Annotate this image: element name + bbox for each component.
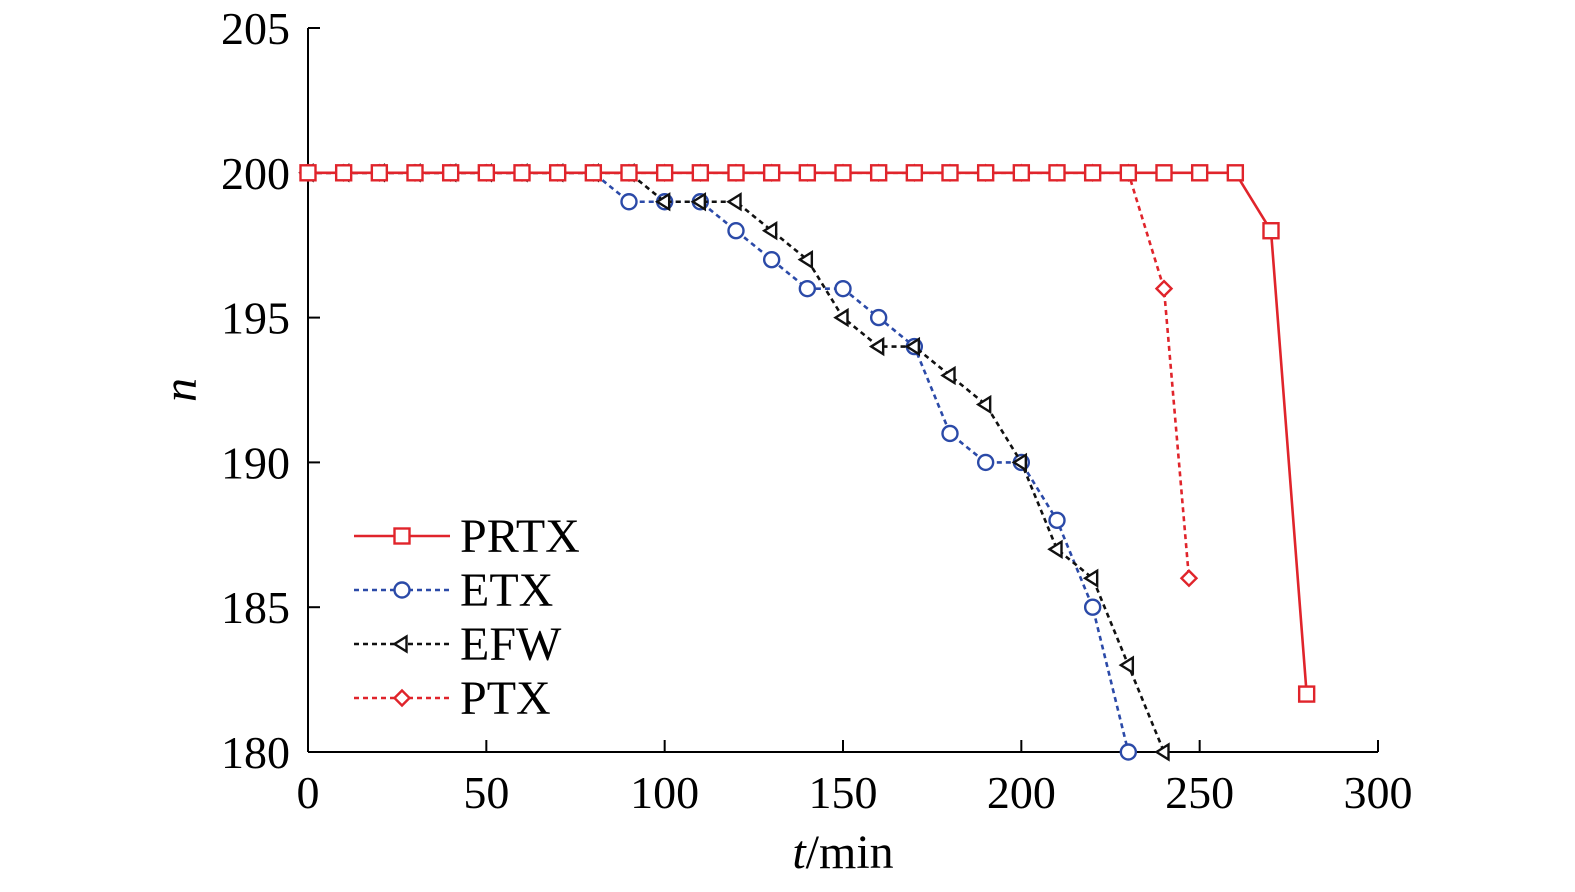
series-layer — [298, 163, 1316, 762]
x-tick-label: 200 — [987, 767, 1056, 818]
data-point-etx — [620, 193, 638, 211]
series-line-etx — [308, 171, 1130, 753]
legend-label: PRTX — [460, 510, 580, 563]
axes: 0 50 100 150 200 250 300 180 185 190 195 200 205 — [221, 3, 1413, 818]
legend-marker — [393, 527, 411, 545]
y-axis-ticks: 180 185 190 195 200 205 — [221, 3, 320, 778]
data-point-efw — [868, 336, 885, 357]
data-point-efw — [797, 250, 814, 270]
data-point-prtx — [548, 164, 567, 182]
data-point-ptx — [1179, 569, 1199, 588]
legend-item-prtx: PRTX — [354, 510, 580, 563]
data-point-prtx — [834, 164, 852, 182]
data-point-etx — [1048, 511, 1066, 530]
data-point-prtx — [1190, 164, 1209, 182]
legend-label: PTX — [460, 672, 551, 725]
data-point-prtx — [976, 164, 995, 182]
data-point-prtx — [370, 164, 389, 182]
data-point-efw — [1118, 655, 1135, 675]
series-line-efw — [308, 171, 1166, 753]
data-point-efw — [1082, 568, 1099, 588]
data-point-efw — [975, 394, 992, 415]
legend-item-etx: ETX — [354, 564, 553, 617]
data-point-prtx — [1262, 222, 1280, 240]
x-tick-label: 100 — [630, 767, 699, 818]
data-point-prtx — [798, 164, 817, 182]
data-point-prtx — [441, 164, 460, 182]
x-axis-title: t/min — [792, 826, 893, 879]
data-point-etx — [976, 453, 995, 472]
data-point-efw — [690, 192, 707, 212]
legend-item-efw: EFW — [354, 618, 562, 671]
x-tick-label: 50 — [463, 767, 509, 818]
data-point-efw — [1154, 742, 1170, 762]
data-point-efw — [1047, 539, 1063, 559]
series-efw — [298, 163, 1170, 762]
legend-marker — [392, 688, 412, 708]
x-tick-label: 300 — [1344, 767, 1413, 818]
data-point-prtx — [406, 164, 424, 182]
data-point-prtx — [620, 164, 638, 182]
data-point-efw — [1011, 452, 1028, 473]
series-line-prtx — [308, 171, 1308, 695]
data-point-prtx — [1119, 164, 1138, 182]
data-point-etx — [834, 279, 852, 298]
legend-marker — [393, 581, 411, 599]
data-point-efw — [726, 192, 742, 212]
y-tick-label: 180 — [221, 727, 290, 778]
legend-label: ETX — [460, 564, 553, 617]
data-point-prtx — [762, 164, 781, 182]
data-point-prtx — [1012, 164, 1031, 182]
data-point-prtx — [1155, 164, 1173, 182]
data-point-prtx — [905, 164, 924, 182]
y-tick-label: 185 — [221, 582, 290, 633]
data-point-etx — [762, 250, 781, 269]
data-point-efw — [940, 365, 956, 386]
legend-label: EFW — [460, 618, 562, 671]
data-point-prtx — [1297, 685, 1316, 703]
data-point-prtx — [1083, 164, 1102, 182]
data-point-efw — [904, 336, 921, 357]
y-axis-title: n — [154, 378, 207, 402]
legend-marker — [392, 634, 408, 654]
data-point-prtx — [334, 164, 353, 182]
x-axis-title-rest: /min — [806, 826, 894, 879]
x-tick-label: 150 — [809, 767, 878, 818]
data-point-ptx — [1154, 279, 1174, 298]
data-point-efw — [654, 192, 671, 212]
data-point-prtx — [513, 164, 531, 182]
data-point-prtx — [691, 164, 710, 182]
data-point-prtx — [941, 164, 959, 182]
legend-item-ptx: PTX — [354, 672, 551, 725]
x-axis-title-italic: t — [792, 826, 807, 879]
y-tick-label: 200 — [221, 148, 290, 199]
data-point-efw — [761, 221, 778, 241]
data-point-prtx — [655, 164, 674, 182]
data-point-prtx — [477, 164, 496, 182]
series-etx — [299, 164, 1138, 761]
x-tick-label: 250 — [1165, 767, 1234, 818]
y-tick-label: 195 — [221, 293, 290, 344]
data-point-etx — [798, 279, 817, 298]
data-point-prtx — [584, 164, 603, 182]
x-axis-ticks: 0 50 100 150 200 250 300 — [297, 740, 1413, 818]
data-point-efw — [833, 307, 849, 328]
data-point-prtx — [1048, 164, 1066, 182]
data-point-prtx — [869, 164, 888, 182]
data-point-etx — [727, 222, 745, 240]
series-prtx — [299, 164, 1316, 703]
data-point-etx — [1119, 743, 1138, 761]
data-point-etx — [941, 424, 959, 443]
data-point-etx — [1083, 598, 1102, 616]
y-tick-label: 190 — [221, 437, 290, 488]
data-point-prtx — [727, 164, 745, 182]
data-point-prtx — [299, 164, 317, 182]
x-tick-label: 0 — [297, 767, 320, 818]
data-point-prtx — [1226, 164, 1245, 182]
data-point-etx — [869, 308, 888, 327]
y-tick-label: 205 — [221, 3, 290, 54]
